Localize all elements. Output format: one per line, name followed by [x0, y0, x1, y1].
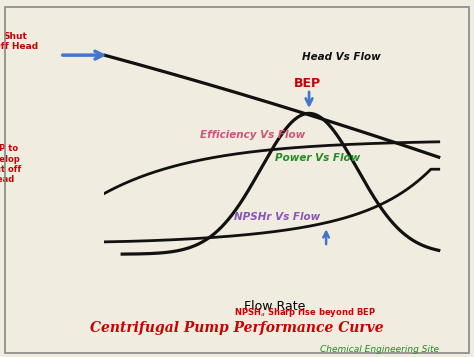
Text: BHP to
develop
Shut off
Head: BHP to develop Shut off Head	[0, 144, 21, 185]
Text: NPSH$_a$ Sharp rise beyond BEP: NPSH$_a$ Sharp rise beyond BEP	[234, 306, 376, 319]
Text: Power Vs Flow: Power Vs Flow	[275, 153, 360, 163]
Text: Flow Rate: Flow Rate	[244, 300, 306, 313]
Text: Head Vs Flow: Head Vs Flow	[302, 52, 381, 62]
Text: Efficiency Vs Flow: Efficiency Vs Flow	[200, 130, 305, 140]
Text: NPSHr Vs Flow: NPSHr Vs Flow	[234, 212, 320, 222]
Text: Chemical Engineering Site: Chemical Engineering Site	[319, 345, 439, 355]
Text: BEP: BEP	[294, 77, 321, 90]
Text: Shut
Off Head: Shut Off Head	[0, 32, 38, 51]
Text: Centrifugal Pump Performance Curve: Centrifugal Pump Performance Curve	[90, 321, 384, 336]
